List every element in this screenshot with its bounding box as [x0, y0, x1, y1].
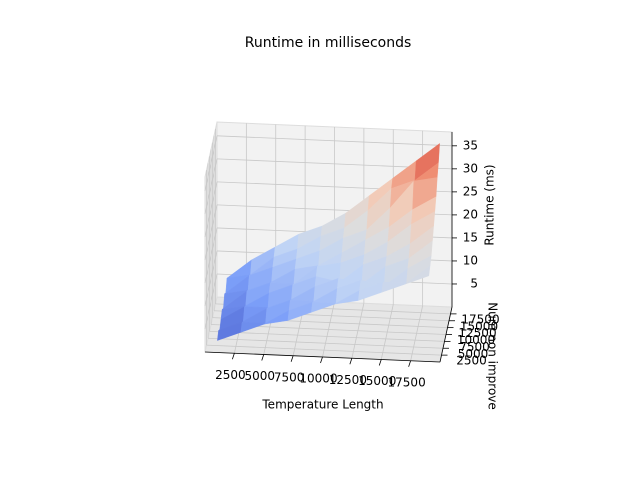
y-tick-label: 15000	[460, 319, 498, 333]
z-axis-label: Runtime (ms)	[483, 164, 497, 245]
chart-title: Runtime in milliseconds	[245, 35, 412, 51]
y-tick-label: 10000	[457, 333, 495, 347]
x-axis-label: Temperature Length	[261, 398, 383, 412]
z-tick-label: 35	[463, 138, 478, 152]
grid-line	[204, 250, 218, 307]
y-tick-label: 7500	[459, 340, 490, 354]
tick-mark	[408, 360, 412, 367]
tick-mark	[231, 353, 235, 360]
z-tick-label: 30	[463, 161, 478, 175]
z-tick-label: 25	[463, 184, 478, 198]
x-tick-label: 2500	[215, 368, 246, 382]
z-tick-label: 15	[463, 230, 478, 244]
grid-line	[204, 273, 218, 330]
grid-line	[209, 330, 445, 342]
y-axis	[439, 306, 453, 363]
tick-mark	[349, 358, 353, 365]
grid-line	[207, 337, 444, 349]
x-tick-label: 12500	[329, 373, 367, 387]
z-tick-label: 5	[470, 276, 478, 290]
x-tick-label: 10000	[299, 372, 337, 386]
x-tick-label: 7500	[274, 370, 305, 384]
y-axis-label: Num non improve	[486, 302, 500, 410]
grid-line	[206, 344, 442, 356]
x-tick-label: 5000	[244, 369, 275, 383]
z-tick-label: 20	[463, 207, 478, 221]
tick-mark	[378, 359, 382, 366]
grid-line	[204, 135, 218, 191]
surface-patch	[405, 265, 431, 285]
x-axis	[204, 351, 441, 363]
grid-line	[204, 227, 218, 284]
grid-line	[204, 204, 218, 260]
y-tick-label: 17500	[461, 312, 499, 326]
y-tick-label: 12500	[458, 326, 496, 340]
tick-mark	[261, 354, 265, 361]
grid-line	[204, 158, 218, 214]
tick-mark	[290, 355, 294, 362]
x-tick-label: 17500	[388, 375, 426, 389]
x-tick-label: 15000	[358, 374, 396, 388]
z-tick-label: 10	[463, 253, 478, 267]
grid-line	[216, 135, 453, 147]
grid-line	[204, 181, 218, 237]
y-tick-label: 5000	[458, 347, 489, 361]
y-tick-label: 2500	[456, 354, 487, 368]
tick-mark	[320, 356, 323, 364]
